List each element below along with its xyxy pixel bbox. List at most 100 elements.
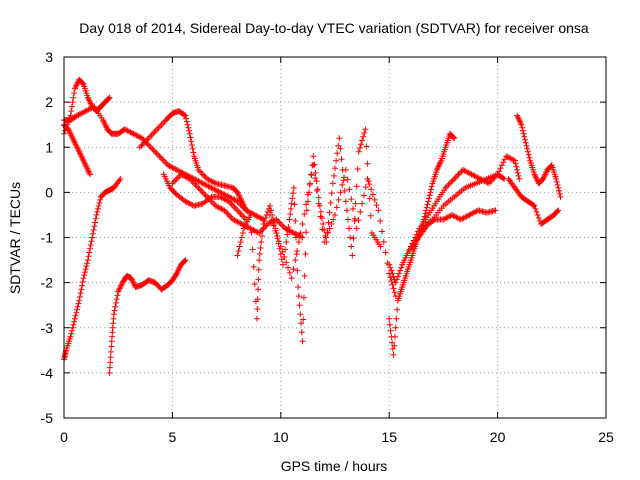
data-point — [484, 179, 491, 186]
x-tick-label: 5 — [169, 429, 177, 445]
data-point — [346, 186, 353, 193]
data-point — [254, 296, 261, 303]
data-point — [155, 124, 162, 131]
data-point — [300, 316, 307, 323]
data-point — [183, 115, 190, 122]
data-point — [450, 134, 457, 141]
data-point — [325, 219, 332, 226]
series-arc-e — [106, 257, 189, 376]
data-point — [513, 163, 520, 170]
data-point — [524, 145, 531, 152]
data-point — [424, 201, 431, 208]
data-point — [209, 199, 216, 206]
data-point — [107, 359, 114, 366]
data-point — [79, 80, 86, 87]
data-points — [61, 76, 564, 376]
data-point — [185, 124, 192, 131]
data-point — [295, 239, 302, 246]
data-point — [557, 193, 564, 200]
data-point — [343, 207, 350, 214]
data-point — [281, 254, 288, 261]
data-point — [288, 275, 295, 282]
data-point — [345, 216, 352, 223]
data-point — [454, 172, 461, 179]
data-point — [377, 217, 384, 224]
data-point — [76, 297, 83, 304]
data-point — [315, 200, 322, 207]
data-point — [375, 207, 382, 214]
data-point — [149, 130, 156, 137]
data-point — [423, 204, 430, 211]
data-point — [512, 160, 519, 167]
data-point — [313, 178, 320, 185]
data-point — [327, 199, 334, 206]
data-point — [380, 239, 387, 246]
data-point — [110, 311, 117, 318]
data-point — [202, 192, 209, 199]
y-tick-label: -5 — [41, 410, 54, 426]
data-point — [106, 94, 113, 101]
data-point — [286, 269, 293, 276]
data-point — [521, 133, 528, 140]
data-point — [79, 282, 86, 289]
series-arc-k — [386, 130, 458, 358]
data-point — [74, 306, 81, 313]
data-point — [364, 160, 371, 167]
data-point — [146, 142, 153, 149]
data-point — [382, 249, 389, 256]
data-point — [444, 183, 451, 190]
data-point — [237, 239, 244, 246]
data-point — [184, 121, 191, 128]
data-point — [87, 171, 94, 178]
data-point — [113, 299, 120, 306]
data-point — [427, 189, 434, 196]
data-point — [70, 321, 77, 328]
data-point — [259, 232, 266, 239]
data-point — [71, 315, 78, 322]
data-point — [313, 187, 320, 194]
data-point — [159, 156, 166, 163]
x-tick-label: 0 — [60, 429, 68, 445]
data-point — [357, 208, 364, 215]
data-point — [359, 137, 366, 144]
data-point — [81, 269, 88, 276]
data-point — [156, 153, 163, 160]
data-point — [534, 211, 541, 218]
data-point — [522, 139, 529, 146]
data-point — [319, 226, 326, 233]
data-point — [306, 181, 313, 188]
data-point — [198, 187, 205, 194]
data-point — [302, 251, 309, 258]
data-point — [297, 311, 304, 318]
data-point — [181, 111, 188, 118]
data-point — [303, 207, 310, 214]
data-point — [266, 202, 273, 209]
data-point — [138, 142, 145, 149]
data-point — [274, 232, 281, 239]
data-point — [336, 135, 343, 142]
data-point — [355, 217, 362, 224]
y-tick-label: 3 — [45, 49, 53, 65]
data-point — [389, 345, 396, 352]
data-point — [337, 145, 344, 152]
data-point — [425, 198, 432, 205]
data-point — [75, 300, 82, 307]
data-point — [195, 184, 202, 191]
data-point — [397, 267, 404, 274]
data-point — [391, 342, 398, 349]
data-point — [237, 210, 244, 217]
data-point — [188, 141, 195, 148]
data-point — [410, 237, 417, 244]
data-point — [350, 235, 357, 242]
data-point — [352, 200, 359, 207]
data-point — [363, 143, 370, 150]
data-point — [211, 179, 218, 186]
data-point — [81, 272, 88, 279]
data-point — [510, 157, 517, 164]
data-point — [79, 278, 86, 285]
series-arc-f — [136, 108, 250, 214]
data-point — [446, 180, 453, 187]
data-point — [291, 201, 298, 208]
data-point — [389, 339, 396, 346]
